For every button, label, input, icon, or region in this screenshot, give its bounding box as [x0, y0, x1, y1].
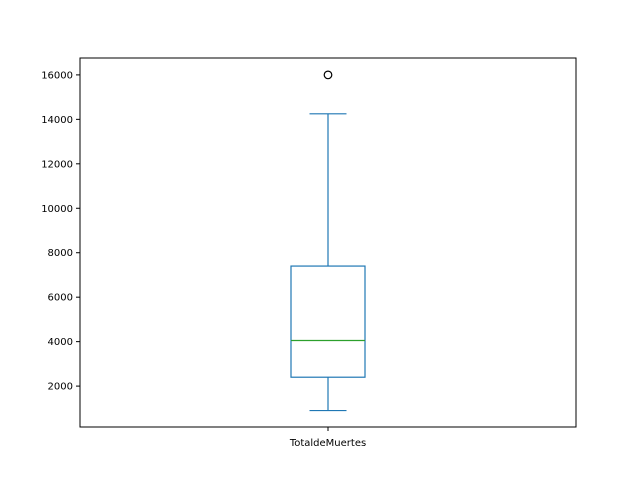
box-series [290, 70, 366, 412]
y-tick-label: 12000 [41, 159, 73, 170]
y-tick-label: 2000 [48, 382, 73, 393]
y-tick-label: 6000 [48, 293, 73, 304]
x-axis: TotaldeMuertes [289, 427, 366, 449]
y-tick-label: 16000 [41, 70, 73, 81]
x-tick-label: TotaldeMuertes [289, 438, 366, 449]
y-tick-label: 8000 [48, 248, 73, 259]
y-axis: 2000 4000 6000 8000 10000 12000 14000 16000 [41, 70, 80, 393]
y-tick-label: 10000 [41, 204, 73, 215]
box-iqr [290, 265, 366, 378]
outlier-point [323, 70, 333, 80]
y-tick-label: 4000 [48, 337, 73, 348]
y-tick-label: 14000 [41, 115, 73, 126]
